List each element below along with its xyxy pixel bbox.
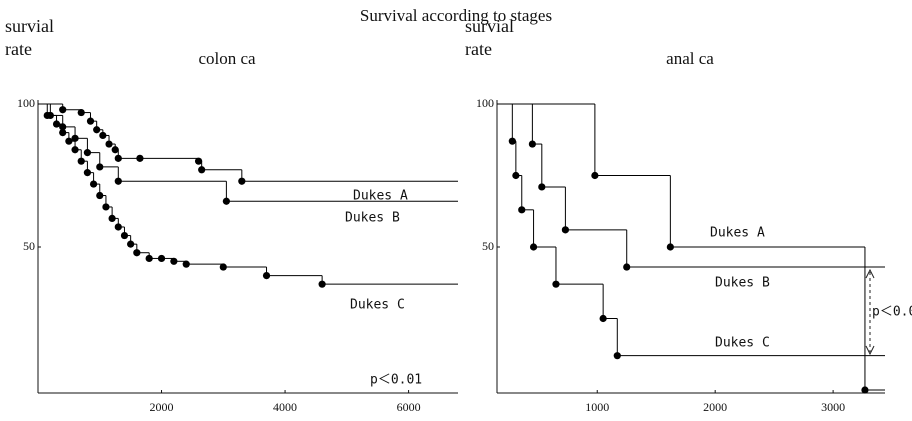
event-dot: [89, 180, 98, 188]
event-dot: [157, 254, 166, 263]
event-dot: [182, 260, 190, 268]
event-dot: [222, 197, 230, 205]
y-tick-label: 100: [476, 96, 494, 110]
event-dot: [170, 257, 178, 265]
event-dot: [219, 263, 227, 271]
event-dot: [102, 203, 110, 211]
event-dot: [136, 154, 144, 162]
annotation: p＜0.05: [872, 305, 912, 320]
event-dot: [111, 146, 119, 154]
event-dot: [194, 157, 203, 165]
event-dot: [96, 191, 104, 200]
series-label: Dukes A: [353, 189, 408, 204]
event-dot: [83, 169, 92, 177]
event-dot: [96, 163, 104, 171]
event-dot: [538, 183, 546, 191]
y-tick-label: 50: [482, 239, 494, 253]
series-label: Dukes C: [715, 336, 770, 351]
event-dot: [59, 129, 67, 137]
x-tick-label: 2000: [150, 400, 174, 414]
event-dot: [86, 117, 95, 125]
event-dot: [508, 137, 516, 145]
event-dot: [561, 226, 570, 234]
event-dot: [238, 177, 246, 185]
y-axis-label: rate: [465, 39, 492, 59]
event-dot: [591, 171, 599, 180]
y-axis-label: rate: [5, 39, 32, 59]
series-label: Dukes B: [345, 211, 400, 226]
x-tick-label: 3000: [821, 400, 845, 414]
y-tick-label: 50: [23, 239, 35, 253]
event-dot: [198, 166, 206, 174]
x-tick-label: 1000: [585, 400, 609, 414]
event-dot: [99, 131, 107, 140]
panel-title: anal ca: [666, 49, 714, 68]
event-dot: [262, 272, 271, 280]
event-dot: [623, 263, 631, 271]
annotation: p＜0.01: [370, 373, 422, 388]
event-dot: [529, 243, 538, 251]
event-dot: [145, 254, 153, 263]
series-label: Dukes B: [715, 276, 770, 291]
event-dot: [666, 243, 674, 251]
event-dot: [52, 120, 61, 128]
event-dot: [59, 106, 67, 114]
event-dot: [77, 157, 85, 165]
event-dot: [108, 214, 116, 222]
event-dot: [552, 280, 560, 288]
panel-title: colon ca: [198, 49, 256, 68]
event-dot: [105, 140, 113, 148]
event-dot: [114, 154, 122, 162]
event-dot: [318, 280, 326, 288]
event-dot: [133, 249, 141, 257]
event-dot: [83, 149, 92, 157]
event-dot: [71, 146, 79, 154]
y-axis-label: survial: [465, 16, 514, 36]
x-tick-label: 4000: [273, 400, 297, 414]
event-dot: [528, 140, 536, 148]
series-label: Dukes A: [710, 226, 765, 241]
x-tick-label: 6000: [397, 400, 421, 414]
event-dot: [77, 108, 85, 117]
arrow-heads: [865, 268, 875, 356]
event-dot: [613, 352, 621, 360]
event-dot: [65, 137, 73, 145]
event-dot: [512, 171, 520, 180]
x-tick-label: 2000: [703, 400, 727, 414]
event-dot: [114, 223, 122, 231]
event-dot: [43, 111, 51, 120]
event-dot: [518, 206, 526, 214]
event-dot: [599, 314, 607, 323]
event-dot: [114, 177, 122, 185]
event-dot: [861, 386, 869, 394]
y-axis-label: survial: [5, 16, 54, 36]
event-dot: [71, 134, 79, 142]
event-dot: [93, 126, 101, 134]
series-label: Dukes C: [350, 298, 405, 313]
event-dot: [120, 231, 129, 240]
y-tick-label: 100: [17, 96, 35, 110]
figure-title: Survival according to stages: [360, 6, 552, 25]
event-dot: [127, 240, 135, 248]
